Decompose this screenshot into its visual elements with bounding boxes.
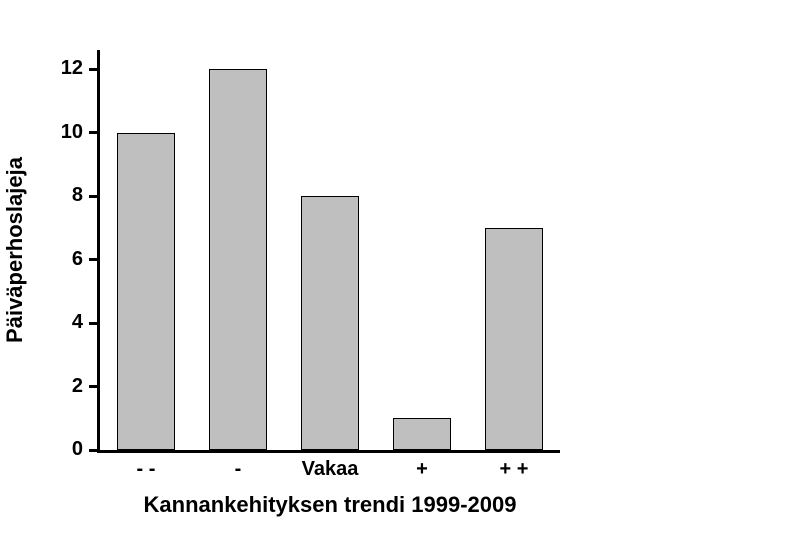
x-axis-line xyxy=(97,450,560,453)
chart-container: 0 2 4 6 8 10 12 - --Vakaa++ + Päiväperhoslajej… xyxy=(0,0,787,550)
bar xyxy=(209,69,266,450)
x-tick-label: - xyxy=(192,458,284,481)
y-tick xyxy=(89,385,97,388)
y-tick-label: 2 xyxy=(33,375,83,398)
y-tick-label: 12 xyxy=(33,57,83,80)
y-tick xyxy=(89,68,97,71)
y-tick xyxy=(89,258,97,261)
bar xyxy=(393,418,450,450)
y-tick-label: 8 xyxy=(33,184,83,207)
y-axis-label: Päiväperhoslajeja xyxy=(2,50,28,450)
y-tick xyxy=(89,195,97,198)
x-axis-label: Kannankehityksen trendi 1999-2009 xyxy=(100,492,560,518)
y-tick-label: 4 xyxy=(33,311,83,334)
y-tick-label: 0 xyxy=(33,438,83,461)
y-tick xyxy=(89,449,97,452)
x-tick-label: + xyxy=(376,458,468,481)
y-tick xyxy=(89,131,97,134)
bar xyxy=(301,196,358,450)
x-tick-label: - - xyxy=(100,458,192,481)
y-axis-line xyxy=(97,50,100,453)
bar xyxy=(485,228,542,450)
bar xyxy=(117,133,174,450)
y-tick xyxy=(89,322,97,325)
y-tick-label: 10 xyxy=(33,121,83,144)
y-tick-label: 6 xyxy=(33,248,83,271)
x-tick-label: + + xyxy=(468,458,560,481)
x-tick-label: Vakaa xyxy=(284,458,376,481)
